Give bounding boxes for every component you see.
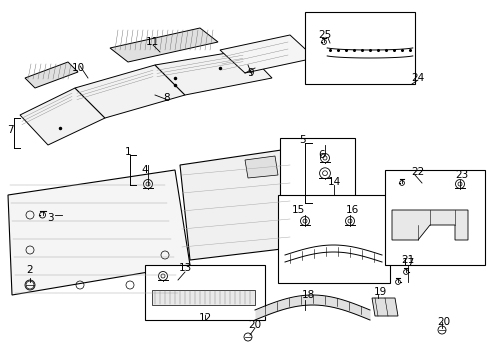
Polygon shape [20,88,105,145]
Polygon shape [25,62,78,88]
Bar [280,138,354,203]
Polygon shape [75,65,184,118]
Text: 12: 12 [198,313,211,323]
Text: 23: 23 [454,170,468,180]
Text: 15: 15 [291,205,304,215]
Text: 6: 6 [318,150,325,160]
Text: 17: 17 [401,258,414,268]
Text: 10: 10 [71,63,84,73]
Text: 20: 20 [437,317,449,327]
Bar [384,170,484,265]
Text: 22: 22 [410,167,424,177]
Polygon shape [244,156,278,178]
Text: 3: 3 [46,213,53,223]
Text: 19: 19 [373,287,386,297]
Polygon shape [371,298,397,316]
Text: 14: 14 [326,177,340,187]
Text: 16: 16 [345,205,358,215]
Text: 13: 13 [178,263,191,273]
Text: 1: 1 [124,147,131,157]
Text: 18: 18 [301,290,314,300]
Text: 21: 21 [401,255,414,265]
Text: 4: 4 [142,165,148,175]
Text: 25: 25 [318,30,331,40]
Polygon shape [155,50,271,95]
Polygon shape [8,170,190,295]
Text: 20: 20 [248,320,261,330]
Text: 24: 24 [410,73,424,83]
Bar [305,12,414,84]
Polygon shape [152,290,254,305]
Bar [145,265,264,320]
Text: 8: 8 [163,93,170,103]
Bar [278,195,389,283]
Text: 9: 9 [247,68,254,78]
Text: 5: 5 [299,135,305,145]
Polygon shape [180,148,314,260]
Polygon shape [391,210,467,240]
Text: 11: 11 [145,37,158,47]
Polygon shape [220,35,314,73]
Polygon shape [110,28,218,62]
Text: 2: 2 [27,265,33,275]
Text: 7: 7 [7,125,13,135]
